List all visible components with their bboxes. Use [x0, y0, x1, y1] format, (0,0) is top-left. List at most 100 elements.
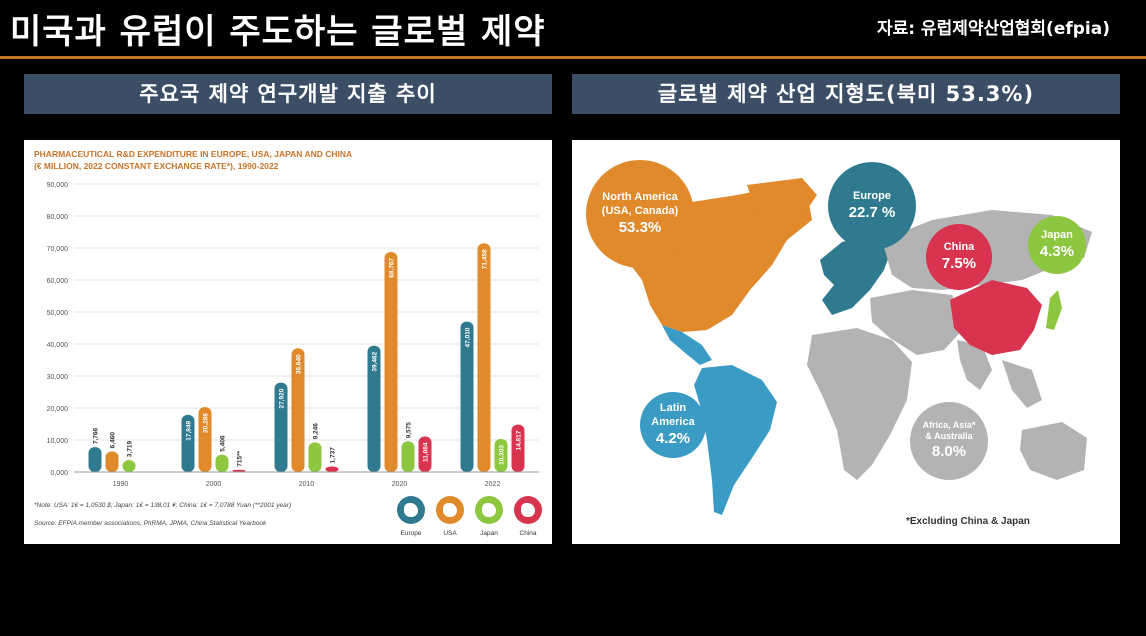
north-america-bubble: North America (USA, Canada) 53.3% [586, 160, 694, 268]
bar-europe-2010 [274, 382, 288, 472]
bar-usa-1990 [105, 451, 119, 472]
y-tick-label: 10,000 [47, 438, 69, 445]
y-tick-label: 30,000 [47, 374, 69, 381]
africa-asia-australia-bubble: Africa, Asia* & Australia 8.0% [910, 402, 988, 480]
bar-chart: 0,000 10,000 20,000 30,000 40,000 50,000 60,00… [47, 182, 539, 488]
central-america-shape [662, 325, 712, 365]
legend-japan: Japan [472, 496, 506, 537]
legend-label: Europe [400, 530, 422, 537]
japan-bubble: Japan 4.3% [1028, 216, 1086, 274]
data-label: 17,849 [186, 421, 193, 441]
legend-label: Japan [480, 530, 498, 537]
bar-china-2010 [325, 466, 339, 472]
chart-source: Source: EFPIA member associations, PhRMA… [34, 520, 267, 527]
bar-usa-2022 [477, 243, 491, 472]
greenland-shape [747, 178, 817, 222]
x-tick-label: 2022 [485, 481, 501, 488]
bar-china-2020 [418, 436, 432, 472]
data-label: 715** [237, 450, 244, 466]
header-divider [0, 56, 1146, 59]
data-label: 68,767 [389, 258, 396, 278]
japan-shape [1046, 290, 1062, 330]
legend-europe: Europe [394, 496, 428, 537]
data-label: 11,084 [423, 442, 430, 462]
y-tick-label: 50,000 [47, 310, 69, 317]
y-tick-label: 70,000 [47, 246, 69, 253]
region-pct: 8.0% [931, 443, 967, 460]
data-label: 9,575 [406, 422, 413, 439]
source-caption: 자료: 유럽제약산업협회(efpia) [876, 19, 1110, 39]
bar-japan-2022 [494, 439, 508, 472]
region-sub: America [651, 416, 695, 428]
region-pct: 22.7 % [848, 204, 896, 221]
china-shape [950, 280, 1042, 355]
data-label: 3,719 [127, 440, 134, 457]
data-label: 6,460 [110, 432, 117, 449]
rd-expenditure-chart-panel: PHARMACEUTICAL R&D EXPENDITURE IN EUROPE… [24, 140, 552, 544]
europe-bubble: Europe 22.7 % [828, 162, 916, 250]
chart-note: *Note: USA: 1€ = 1,0530 $; Japan: 1€ = 1… [34, 502, 292, 509]
bar-europe-2020 [367, 345, 381, 472]
europe-map-icon [397, 496, 425, 524]
world-map-panel: North America (USA, Canada) 53.3% Europe… [572, 140, 1120, 544]
south-america-shape [694, 365, 777, 515]
bar-japan-2000 [215, 454, 229, 472]
y-tick-label: 60,000 [47, 278, 69, 285]
chart-title: PHARMACEUTICAL R&D EXPENDITURE IN EUROPE… [34, 148, 352, 172]
bar-europe-2000 [181, 414, 195, 472]
africa-shape [807, 328, 912, 480]
legend-label: USA [443, 530, 457, 537]
y-tick-label: 0,000 [50, 470, 68, 477]
usa-map-icon [436, 496, 464, 524]
right-section-subtitle: 글로벌 제약 산업 지형도(북미 53.3%) [572, 74, 1120, 114]
bar-europe-2022 [460, 321, 474, 472]
legend-label: China [519, 530, 537, 537]
region-name: Latin [659, 402, 687, 414]
map-footnote: *Excluding China & Japan [906, 516, 1030, 527]
data-label: 9,246 [313, 423, 320, 440]
region-sub: (USA, Canada) [601, 205, 679, 217]
latin-america-bubble: Latin America 4.2% [640, 392, 706, 458]
y-tick-label: 20,000 [47, 406, 69, 413]
bar-japan-2020 [401, 441, 415, 472]
region-name: Japan [1041, 229, 1073, 241]
bar-china-2022 [511, 424, 525, 472]
bar-usa-2020 [384, 251, 398, 472]
region-pct: 53.3% [618, 219, 662, 236]
region-pct: 4.3% [1039, 243, 1075, 260]
australia-shape [1020, 422, 1087, 480]
chart-title-line1: PHARMACEUTICAL R&D EXPENDITURE IN EUROPE… [34, 149, 353, 159]
europe-shape [820, 235, 892, 315]
legend-usa: USA [433, 496, 467, 537]
data-label: 14,817 [516, 430, 523, 450]
y-tick-label: 80,000 [47, 214, 69, 221]
y-tick-label: 40,000 [47, 342, 69, 349]
data-label: 7,766 [93, 427, 100, 444]
y-tick-label: 90,000 [47, 182, 69, 189]
data-label: 71,458 [482, 249, 489, 269]
data-label: 47,010 [465, 327, 472, 347]
legend-china: China [511, 496, 545, 537]
region-sub: & Australia [925, 431, 973, 441]
japan-map-icon [475, 496, 503, 524]
x-tick-label: 2020 [392, 481, 408, 488]
region-name: North America [602, 191, 678, 203]
region-name: Europe [853, 190, 891, 202]
china-bubble: China 7.5% [926, 224, 992, 290]
data-label: 10,303 [499, 445, 506, 465]
data-label: 5,406 [220, 435, 227, 452]
chart-title-line2: (€ MILLION, 2022 CONSTANT EXCHANGE RATE*… [34, 161, 279, 171]
x-tick-label: 2000 [206, 481, 222, 488]
china-map-icon [514, 496, 542, 524]
page-title: 미국과 유럽이 주도하는 글로벌 제약 [10, 12, 546, 52]
data-label: 1,737 [330, 447, 337, 464]
bar-europe-1990 [88, 447, 102, 472]
region-name: China [943, 241, 975, 253]
data-label: 39,462 [372, 351, 379, 371]
x-tick-label: 2010 [299, 481, 315, 488]
bar-usa-2010 [291, 348, 305, 472]
middle-asia-shape [870, 290, 967, 355]
x-tick-label: 1990 [113, 481, 129, 488]
bar-china-2000 [232, 469, 246, 472]
region-pct: 7.5% [941, 255, 977, 272]
